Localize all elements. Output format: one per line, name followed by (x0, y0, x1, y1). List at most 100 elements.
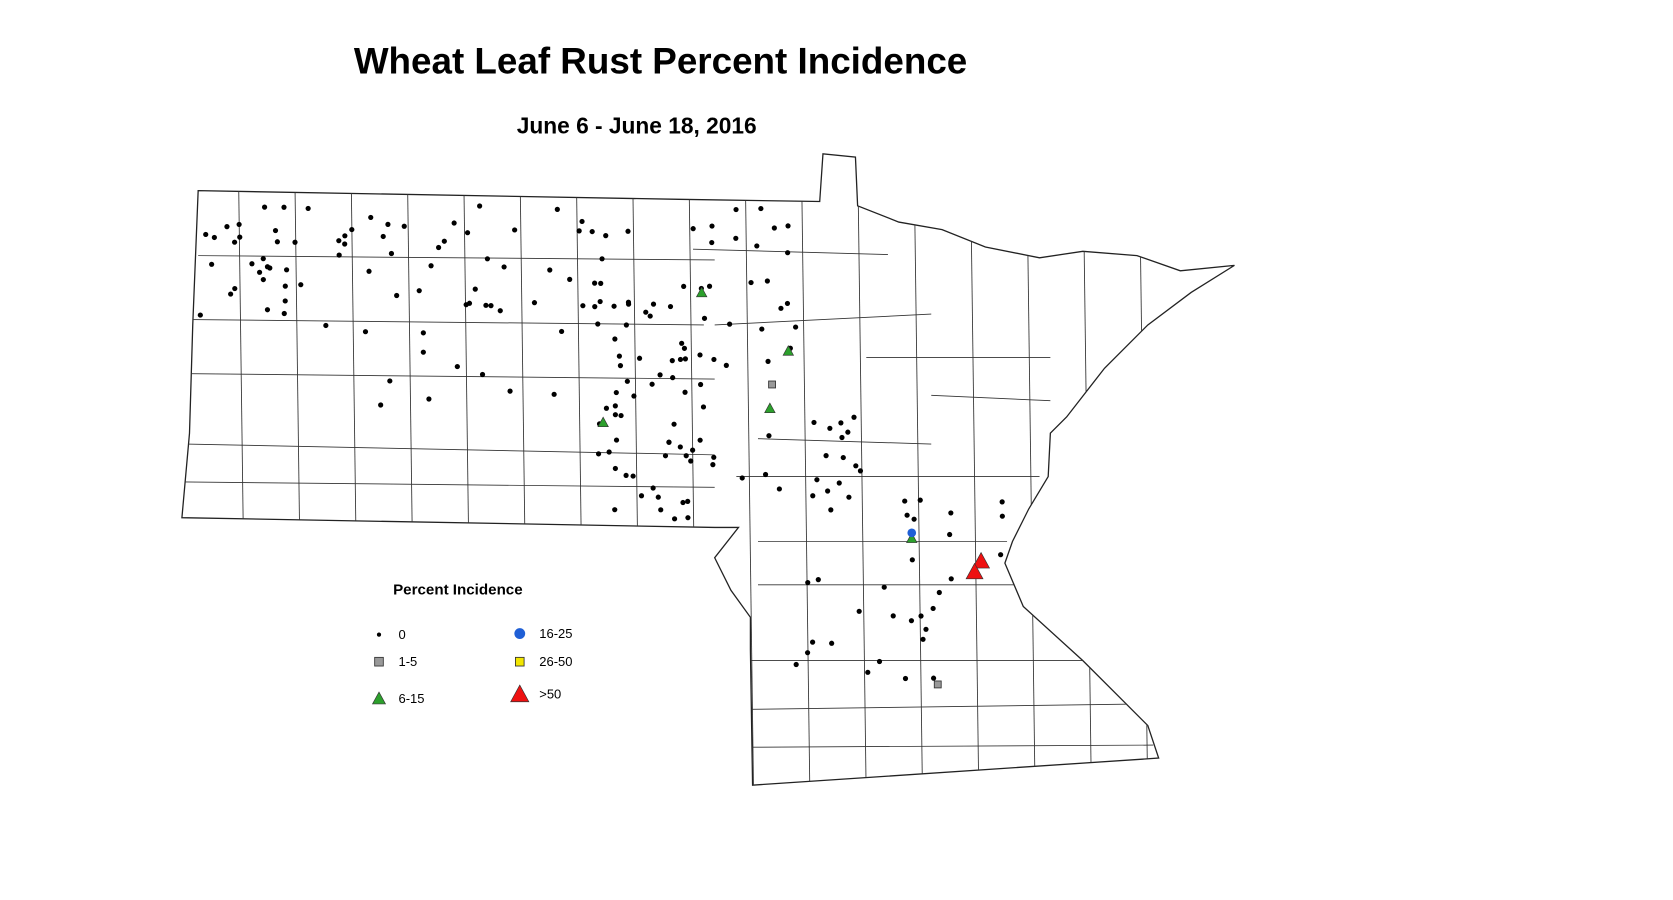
dot (682, 389, 688, 395)
dot (441, 238, 447, 244)
dot (603, 233, 609, 239)
dot (624, 378, 630, 384)
dot (706, 283, 713, 289)
dot (917, 497, 923, 503)
dot (650, 485, 656, 491)
legend-label: 26-50 (539, 654, 572, 669)
dot (606, 449, 612, 455)
county-line (693, 248, 888, 255)
dot (902, 498, 908, 504)
dot (778, 305, 784, 311)
title: Wheat Leaf Rust Percent Incidence (354, 41, 967, 82)
dot (625, 228, 631, 234)
dot (999, 513, 1005, 519)
dot (612, 507, 618, 513)
dot (376, 632, 382, 637)
dot (681, 283, 687, 290)
dot (697, 352, 703, 358)
county-line (198, 255, 715, 261)
dot (380, 233, 386, 240)
dot (723, 362, 729, 368)
dot (616, 353, 622, 359)
dot (636, 355, 643, 361)
circle (514, 628, 526, 639)
triangle (510, 684, 530, 703)
region-outline (181, 153, 1235, 786)
dot (810, 639, 816, 645)
dot (840, 454, 846, 461)
dot (387, 378, 393, 384)
dot (612, 412, 618, 418)
dot (711, 454, 717, 460)
dot (930, 605, 936, 612)
dot (709, 239, 715, 246)
dot (451, 220, 457, 226)
dot (281, 310, 287, 317)
dot (904, 512, 910, 518)
dot (378, 402, 384, 408)
dot (209, 261, 215, 267)
dot (559, 328, 565, 335)
triangle (972, 551, 991, 569)
dot (401, 223, 407, 229)
dot (890, 613, 896, 619)
dot (918, 613, 924, 619)
triangle (371, 691, 387, 705)
dot (554, 206, 560, 212)
dot (948, 510, 954, 516)
dot (484, 256, 491, 262)
dot (947, 531, 953, 538)
square (768, 380, 776, 389)
dot (658, 507, 664, 513)
dot (483, 302, 489, 308)
dot (232, 285, 238, 292)
legend-label: 6-15 (398, 691, 424, 706)
dot (793, 324, 799, 330)
dot (771, 225, 777, 231)
dot (697, 437, 703, 443)
dot (362, 329, 369, 335)
dot (829, 640, 835, 646)
dot (388, 250, 395, 257)
dot (908, 618, 915, 624)
dot (711, 356, 717, 363)
triangle (597, 416, 609, 428)
dot (623, 322, 629, 328)
dot (349, 226, 355, 233)
dot (595, 451, 602, 457)
dot (804, 650, 811, 656)
dot (625, 301, 632, 307)
dot (650, 301, 657, 307)
dot (623, 472, 629, 479)
dot (643, 309, 649, 315)
dot (630, 473, 636, 479)
dot (759, 326, 765, 332)
county-line (744, 153, 755, 786)
dot (385, 221, 391, 227)
county-line (800, 153, 811, 786)
dot (881, 584, 887, 590)
dot (426, 396, 432, 402)
dot (203, 231, 209, 238)
dot (681, 345, 688, 351)
dot (428, 263, 434, 269)
dot (612, 403, 618, 409)
dot (701, 315, 708, 321)
dot (688, 458, 694, 464)
dot (507, 388, 513, 394)
dot (292, 239, 298, 245)
dot (823, 453, 829, 459)
dot (923, 626, 929, 632)
dot (501, 264, 507, 270)
dot (662, 453, 669, 459)
dot (394, 292, 400, 299)
dot (368, 214, 374, 221)
dot (479, 371, 486, 378)
dot (272, 227, 279, 234)
square (515, 656, 525, 667)
legend-label: 16-25 (539, 626, 572, 641)
dot (909, 557, 915, 563)
dot (776, 486, 782, 492)
county-line (931, 394, 1051, 402)
dot (613, 389, 619, 396)
